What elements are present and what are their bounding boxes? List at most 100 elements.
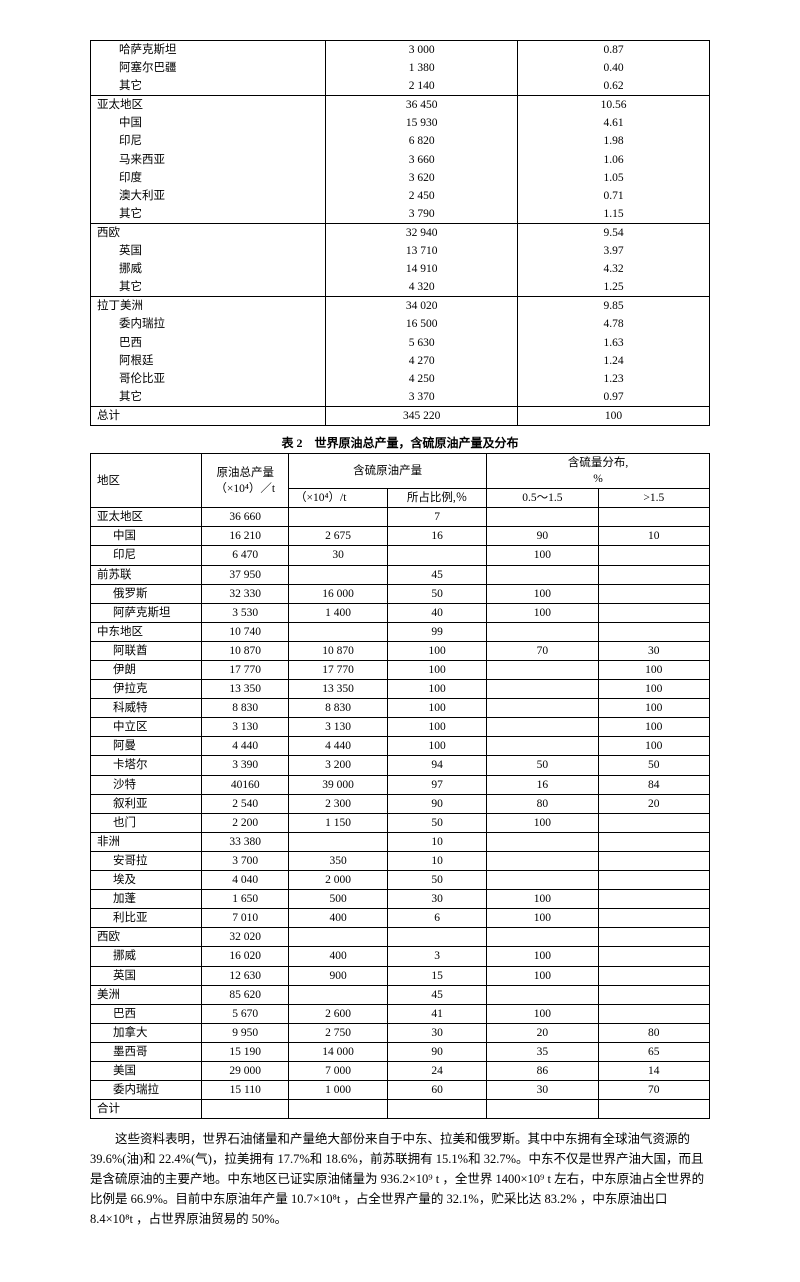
cell-value-2: 9.85	[518, 297, 710, 316]
cell: 70	[487, 641, 598, 660]
cell: 500	[289, 890, 388, 909]
cell: 10 870	[289, 641, 388, 660]
cell	[598, 928, 709, 947]
cell: 100	[487, 966, 598, 985]
cell: 100	[388, 699, 487, 718]
cell: 2 300	[289, 794, 388, 813]
cell: 16	[487, 775, 598, 794]
table-row: 卡塔尔3 3903 200945050	[91, 756, 710, 775]
cell-name: 拉丁美洲	[91, 297, 326, 316]
table-row: 叙利亚2 5402 300908020	[91, 794, 710, 813]
cell: 30	[598, 641, 709, 660]
cell	[598, 966, 709, 985]
t2-h-region: 地区	[91, 453, 202, 507]
t2-h-c4a: 0.5～1.5	[487, 489, 598, 508]
table-row: 墨西哥15 19014 000903565	[91, 1042, 710, 1061]
cell	[487, 699, 598, 718]
cell-name: 哈萨克斯坦	[91, 41, 326, 60]
cell: 16 020	[202, 947, 289, 966]
cell-value-1: 5 630	[326, 334, 518, 352]
table-row: 美洲85 62045	[91, 985, 710, 1004]
cell: 16 000	[289, 584, 388, 603]
cell: 阿曼	[91, 737, 202, 756]
cell: 15	[388, 966, 487, 985]
cell: 65	[598, 1042, 709, 1061]
table-row: 其它2 1400.62	[91, 77, 710, 96]
cell: 挪威	[91, 947, 202, 966]
cell: 32 330	[202, 584, 289, 603]
cell: 99	[388, 622, 487, 641]
cell-name: 澳大利亚	[91, 187, 326, 205]
cell: 41	[388, 1004, 487, 1023]
cell: 7 000	[289, 1061, 388, 1080]
table-row: 中国15 9304.61	[91, 114, 710, 132]
cell: 3 530	[202, 603, 289, 622]
table-2-header-row-1: 地区 原油总产量（×10⁴）／t 含硫原油产量 含硫量分布,%	[91, 453, 710, 488]
cell	[598, 813, 709, 832]
table-row: 阿萨克斯坦3 5301 40040100	[91, 603, 710, 622]
cell: 6 470	[202, 546, 289, 565]
cell: 100	[598, 680, 709, 699]
cell-value-1: 15 930	[326, 114, 518, 132]
table-row: 中国16 2102 675169010	[91, 527, 710, 546]
cell	[487, 718, 598, 737]
table-row: 总计345 220100	[91, 406, 710, 425]
cell-name: 马来西亚	[91, 151, 326, 169]
cell-value-1: 13 710	[326, 242, 518, 260]
cell: 伊朗	[91, 661, 202, 680]
cell: 3 130	[289, 718, 388, 737]
cell: 100	[487, 947, 598, 966]
cell: 美国	[91, 1061, 202, 1080]
cell-value-1: 4 270	[326, 352, 518, 370]
cell: 1 400	[289, 603, 388, 622]
cell: 5 670	[202, 1004, 289, 1023]
cell-value-2: 0.40	[518, 59, 710, 77]
table-row: 马来西亚3 6601.06	[91, 151, 710, 169]
cell	[289, 928, 388, 947]
cell: 15 110	[202, 1081, 289, 1100]
cell: 1 150	[289, 813, 388, 832]
cell: 30	[388, 890, 487, 909]
table-row: 拉丁美洲34 0209.85	[91, 297, 710, 316]
cell: 20	[598, 794, 709, 813]
cell-name: 阿根廷	[91, 352, 326, 370]
cell: 委内瑞拉	[91, 1081, 202, 1100]
cell: 亚太地区	[91, 508, 202, 527]
cell-value-1: 14 910	[326, 260, 518, 278]
cell-value-2: 0.71	[518, 187, 710, 205]
cell: 84	[598, 775, 709, 794]
cell-value-1: 34 020	[326, 297, 518, 316]
cell-value-1: 4 250	[326, 370, 518, 388]
cell: 37 950	[202, 565, 289, 584]
cell	[598, 851, 709, 870]
table-row: 西欧32 020	[91, 928, 710, 947]
cell	[487, 737, 598, 756]
cell	[598, 985, 709, 1004]
cell	[289, 622, 388, 641]
cell: 2 750	[289, 1023, 388, 1042]
cell-value-1: 2 140	[326, 77, 518, 96]
body-paragraph: 这些资料表明，世界石油储量和产量绝大部份来自于中东、拉美和俄罗斯。其中中东拥有全…	[90, 1129, 710, 1229]
cell-value-1: 6 820	[326, 132, 518, 150]
table-row: 阿塞尔巴疆1 3800.40	[91, 59, 710, 77]
cell: 39 000	[289, 775, 388, 794]
table-row: 亚太地区36 45010.56	[91, 96, 710, 115]
table-row: 委内瑞拉15 1101 000603070	[91, 1081, 710, 1100]
cell-value-2: 10.56	[518, 96, 710, 115]
cell-value-1: 3 660	[326, 151, 518, 169]
cell: 3	[388, 947, 487, 966]
cell-value-1: 4 320	[326, 278, 518, 297]
cell-name: 印度	[91, 169, 326, 187]
table-row: 其它4 3201.25	[91, 278, 710, 297]
cell-value-1: 3 000	[326, 41, 518, 60]
table-row: 沙特4016039 000971684	[91, 775, 710, 794]
cell: 1 650	[202, 890, 289, 909]
cell-value-1: 32 940	[326, 223, 518, 242]
cell-name: 其它	[91, 205, 326, 224]
cell	[289, 1100, 388, 1119]
cell: 15 190	[202, 1042, 289, 1061]
cell: 10	[598, 527, 709, 546]
cell: 10 740	[202, 622, 289, 641]
cell-value-1: 36 450	[326, 96, 518, 115]
cell: 100	[598, 699, 709, 718]
